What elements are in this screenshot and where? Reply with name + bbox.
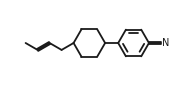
Text: N: N — [162, 38, 170, 48]
